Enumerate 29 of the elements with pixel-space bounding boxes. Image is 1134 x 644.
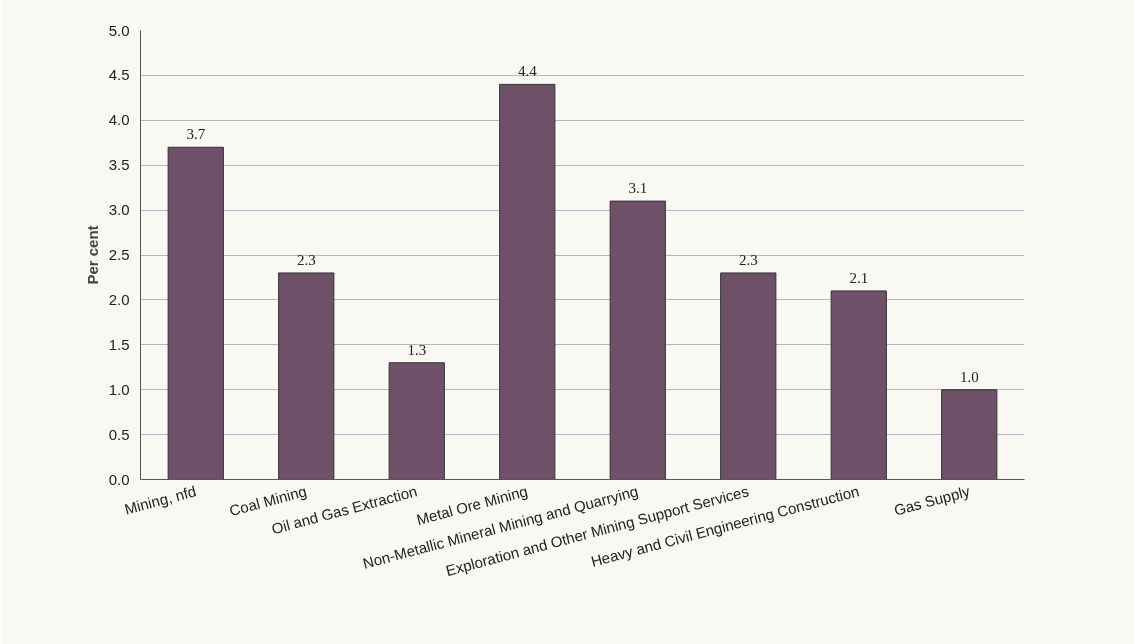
data-label: 1.3 [407,341,427,358]
bar [941,389,998,480]
data-label: 2.1 [849,269,869,286]
y-tick-label: 2.5 [108,246,130,263]
y-tick-label: 1.5 [108,335,130,353]
data-label: 3.7 [186,126,206,143]
y-tick-label: 3.5 [108,156,130,174]
y-tick-label: 4.0 [108,111,130,129]
data-label: 2.3 [296,251,316,268]
data-label: 3.1 [628,180,648,197]
bar [499,83,556,480]
bar [609,200,666,480]
y-tick-label: 2.0 [108,290,130,308]
y-tick-label: 5.0 [108,21,130,39]
y-tick-label: 0.5 [108,425,130,443]
bar [388,362,445,480]
bar [278,272,335,480]
y-tick-label: 4.5 [108,66,130,84]
data-label: 4.4 [517,63,538,80]
y-tick-label: 0.0 [108,470,130,488]
data-label: 2.3 [738,251,758,268]
x-tick-label: Gas Supply [892,482,972,519]
bar [720,272,777,480]
y-axis-title: Per cent [83,225,101,285]
bar [830,290,887,480]
y-tick-label: 3.0 [108,201,130,219]
y-tick-label: 1.0 [108,380,130,398]
data-label: 1.0 [959,368,979,385]
bar [167,146,224,480]
